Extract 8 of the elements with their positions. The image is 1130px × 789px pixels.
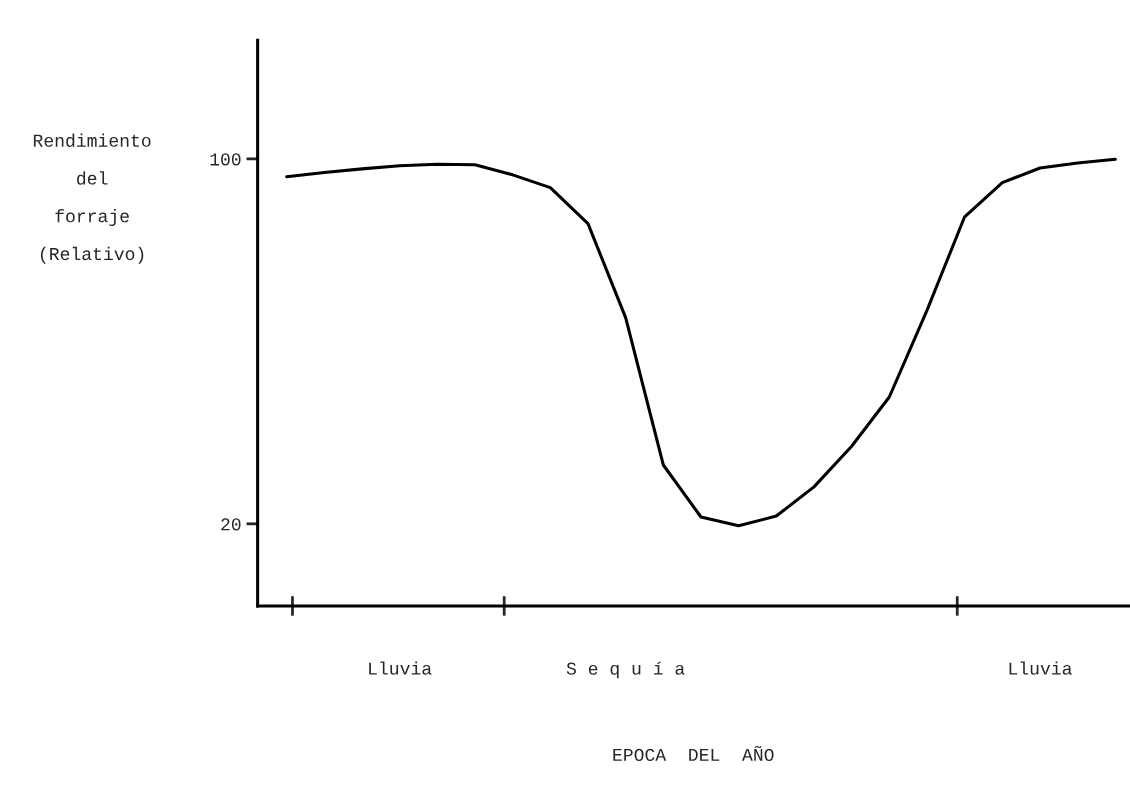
x-tick-label: S e q u í a	[566, 661, 685, 679]
text: Rendimiento del forraje (Relativo)	[33, 133, 151, 264]
x-tick-label: Lluvia	[1009, 661, 1072, 675]
x-tick-label: Lluvia	[369, 661, 432, 675]
line-series	[285, 157, 1117, 528]
y-tick-label: 100	[210, 153, 241, 166]
x-axis-title: EPOCA DEL AÑO	[613, 745, 774, 762]
y-tick-label: 20	[221, 518, 241, 531]
